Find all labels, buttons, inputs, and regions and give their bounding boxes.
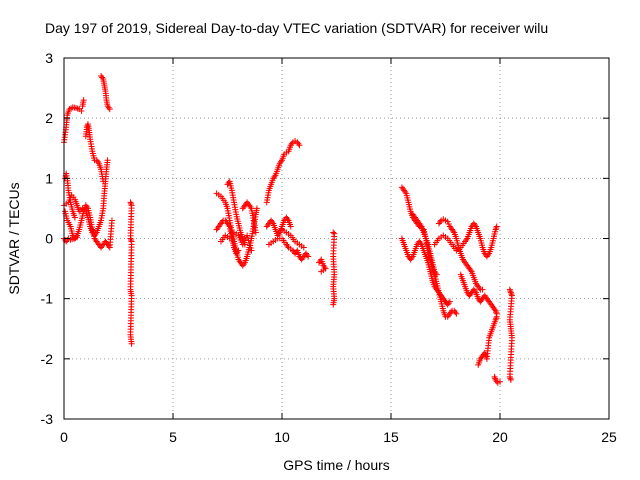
y-tick-label: -3 <box>41 411 54 427</box>
y-tick-label: 0 <box>45 231 53 247</box>
y-tick-label: 1 <box>45 170 53 186</box>
data-point <box>244 234 251 241</box>
data-point <box>99 74 106 81</box>
data-point <box>433 271 440 278</box>
data-point <box>252 229 259 236</box>
data-point <box>235 247 242 254</box>
x-tick-label: 20 <box>492 429 508 445</box>
x-tick-label: 15 <box>383 429 399 445</box>
data-point <box>300 244 307 251</box>
data-point <box>71 214 78 221</box>
x-tick-label: 10 <box>274 429 290 445</box>
y-tick-label: 2 <box>45 110 53 126</box>
grid <box>64 58 609 419</box>
data-points <box>61 73 515 386</box>
x-axis-label: GPS time / hours <box>283 457 390 473</box>
data-point <box>247 242 254 249</box>
data-point <box>246 240 253 247</box>
data-point <box>318 268 325 275</box>
axis-ticks: 0 5 10 15 20 25 -3 -2 -1 0 1 2 3 <box>41 50 617 445</box>
y-axis-label: SDTVAR / TECUs <box>6 182 22 294</box>
data-point <box>106 106 113 113</box>
data-point <box>446 298 453 305</box>
data-point <box>330 301 337 308</box>
data-point <box>248 247 255 254</box>
y-tick-label: -1 <box>41 291 54 307</box>
x-tick-label: 25 <box>601 429 617 445</box>
data-point <box>479 286 486 293</box>
data-point <box>437 218 444 225</box>
data-point <box>507 375 514 382</box>
data-point <box>296 142 303 149</box>
data-point <box>253 205 260 212</box>
data-point <box>493 224 500 231</box>
data-point <box>244 232 251 239</box>
data-point <box>452 309 459 316</box>
data-point <box>287 223 294 230</box>
data-point <box>507 289 514 296</box>
x-tick-label: 5 <box>169 429 177 445</box>
data-point <box>453 310 460 317</box>
x-tick-label: 0 <box>60 429 68 445</box>
data-point <box>127 235 134 242</box>
data-point <box>78 107 85 114</box>
data-point <box>105 104 112 111</box>
data-point <box>247 245 254 252</box>
data-point <box>127 199 134 206</box>
data-point <box>108 217 115 224</box>
chart-title: Day 197 of 2019, Sidereal Day-to-day VTE… <box>45 20 548 36</box>
data-point <box>295 140 302 147</box>
y-tick-label: -2 <box>41 351 54 367</box>
data-point <box>80 97 87 104</box>
data-point <box>305 253 312 260</box>
data-point <box>74 234 81 241</box>
data-point <box>506 373 513 380</box>
data-point <box>493 223 500 230</box>
data-point <box>128 340 135 347</box>
data-point <box>497 378 503 385</box>
data-point <box>330 229 337 236</box>
data-point <box>493 313 500 320</box>
data-point <box>245 237 252 244</box>
data-point <box>104 157 111 164</box>
data-point <box>507 376 514 383</box>
y-tick-label: 3 <box>45 50 53 66</box>
data-point <box>493 315 500 322</box>
